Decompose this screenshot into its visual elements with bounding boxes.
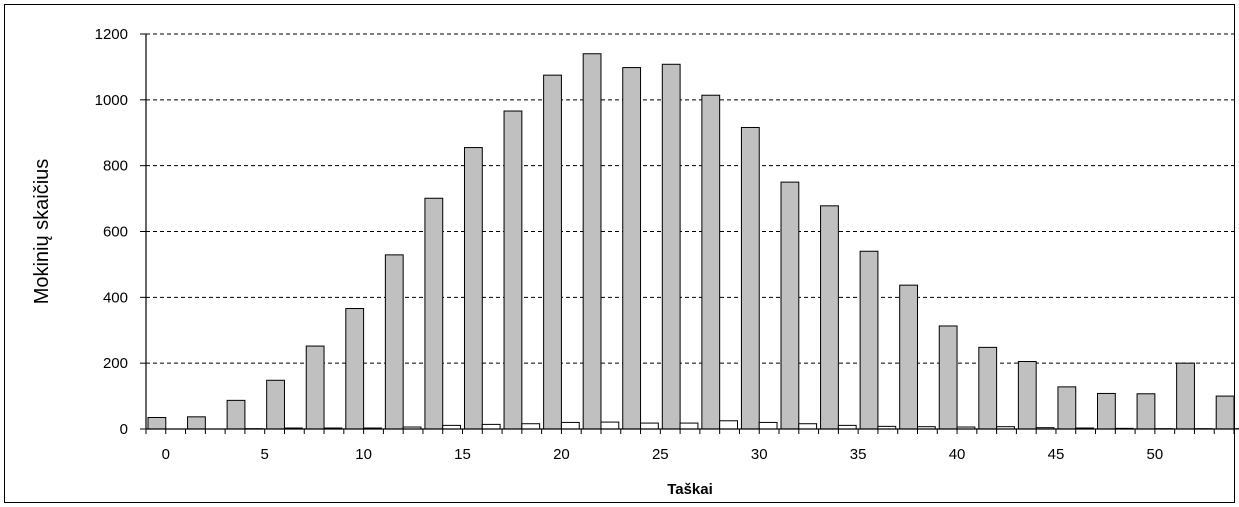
y-tick-label: 0 (120, 421, 128, 438)
bar-series-1 (661, 63, 681, 430)
bar-series-1 (187, 416, 206, 430)
bar-series-2 (521, 423, 541, 430)
bar-series-1 (384, 254, 404, 430)
bar-series-1 (503, 110, 523, 430)
bar-series-1 (1136, 393, 1156, 430)
x-tick-label: 30 (751, 446, 768, 463)
x-tick-label: 35 (850, 446, 867, 463)
bar-series-1 (701, 94, 721, 430)
bar-series-1 (740, 126, 760, 430)
y-tick-label: 200 (103, 355, 128, 372)
x-tick-label: 20 (553, 446, 570, 463)
bar-series-1 (424, 197, 444, 430)
bar-series-1 (899, 284, 918, 430)
y-tick-label: 800 (103, 158, 128, 175)
x-axis-title: Taškai (667, 481, 713, 498)
bar-series-1 (820, 205, 839, 430)
bar-series-2 (481, 423, 501, 430)
x-tick-label: 0 (162, 446, 170, 463)
x-tick-label: 45 (1048, 446, 1065, 463)
y-tick-label: 400 (103, 289, 128, 306)
y-tick-label: 1000 (95, 92, 128, 109)
bar-series-2 (798, 423, 818, 430)
bar-series-1 (582, 53, 602, 430)
bar-series-1 (978, 346, 998, 430)
y-tick-labels: 0 200 400 600 800 1000 1200 (95, 26, 128, 438)
x-tick-label: 15 (454, 446, 471, 463)
y-axis-title: Mokinių skaičius (31, 159, 53, 305)
bar-series-1 (1057, 386, 1077, 430)
bar-series-1 (938, 325, 958, 430)
x-tick-labels: 0 5 10 15 20 25 30 35 40 45 50 (162, 446, 1164, 463)
bar-series-1 (147, 416, 167, 430)
bar-series-1 (226, 399, 246, 430)
bar-series-1 (1176, 362, 1195, 430)
bar-series-2 (600, 421, 620, 430)
bar-series-1 (780, 181, 800, 430)
x-tick-label: 25 (652, 446, 669, 463)
bar-series-1 (1215, 395, 1235, 430)
bar-series-1 (463, 147, 483, 430)
x-tick-label: 50 (1147, 446, 1164, 463)
axes (140, 33, 1235, 434)
y-tick-label: 600 (103, 224, 128, 241)
gridlines (146, 33, 1234, 364)
bar-series-1 (1097, 392, 1116, 430)
y-tick-label: 1200 (95, 26, 128, 43)
x-tick-label: 40 (949, 446, 966, 463)
x-tick-label: 10 (355, 446, 372, 463)
bars (147, 53, 1239, 430)
bar-series-2 (640, 422, 659, 430)
bar-series-1 (1017, 361, 1037, 430)
bar-series-2 (679, 422, 699, 430)
bar-series-2 (758, 421, 778, 430)
bar-series-1 (266, 379, 285, 430)
bar-series-2 (719, 420, 738, 430)
x-tick-label: 5 (261, 446, 269, 463)
bar-series-1 (622, 67, 642, 430)
bar-series-1 (543, 74, 562, 430)
bar-series-1 (345, 308, 365, 430)
bar-series-1 (859, 250, 879, 430)
bar-series-2 (560, 421, 580, 430)
bar-series-1 (305, 345, 325, 430)
